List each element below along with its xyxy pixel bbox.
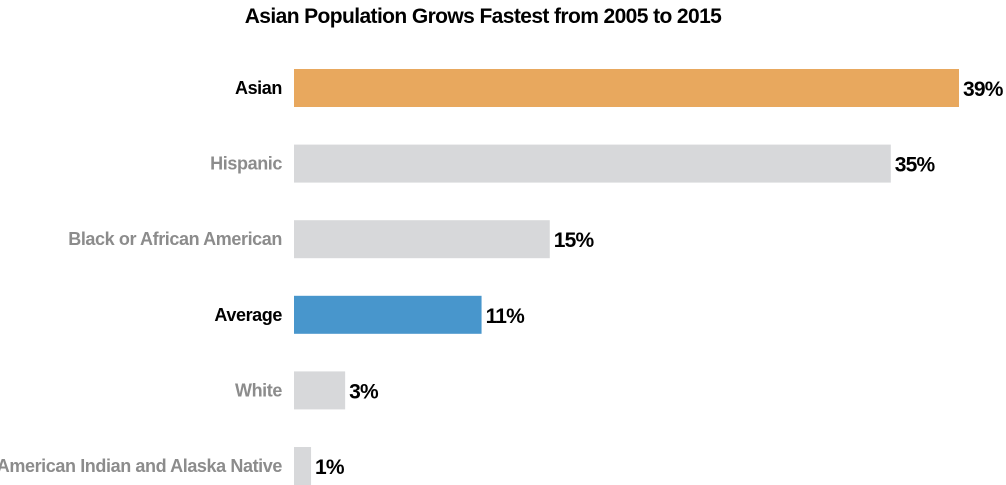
value-label: 1% bbox=[315, 456, 345, 479]
bar-group: Asian 39% bbox=[235, 69, 1005, 107]
value-label: 35% bbox=[895, 154, 936, 177]
bar-group: Hispanic 35% bbox=[210, 144, 936, 183]
value-label: 11% bbox=[486, 305, 526, 328]
category-label: Hispanic bbox=[210, 154, 282, 174]
bar bbox=[294, 144, 891, 183]
bar-group: White 3% bbox=[235, 371, 380, 410]
bar bbox=[294, 371, 346, 410]
bar bbox=[294, 220, 550, 259]
category-label: Average bbox=[214, 305, 282, 325]
value-label: 39% bbox=[963, 78, 1004, 101]
chart-title: Asian Population Grows Fastest from 2005… bbox=[245, 5, 722, 28]
bar-group: Average 11% bbox=[214, 295, 526, 334]
category-label: White bbox=[235, 380, 282, 400]
value-label: 3% bbox=[349, 380, 379, 403]
category-label: Black or African American bbox=[68, 229, 282, 249]
value-label: 15% bbox=[554, 229, 595, 252]
bar-group: Black or African American 15% bbox=[68, 220, 595, 259]
bar bbox=[294, 69, 959, 107]
bar bbox=[294, 447, 312, 485]
bars-layer: Asian 39% Hispanic 35% Black or African Amer… bbox=[0, 69, 1005, 485]
bar-group: American Indian and Alaska Native 1% bbox=[0, 447, 346, 485]
category-label: American Indian and Alaska Native bbox=[0, 456, 282, 476]
category-label: Asian bbox=[235, 78, 282, 98]
bar bbox=[294, 295, 482, 334]
